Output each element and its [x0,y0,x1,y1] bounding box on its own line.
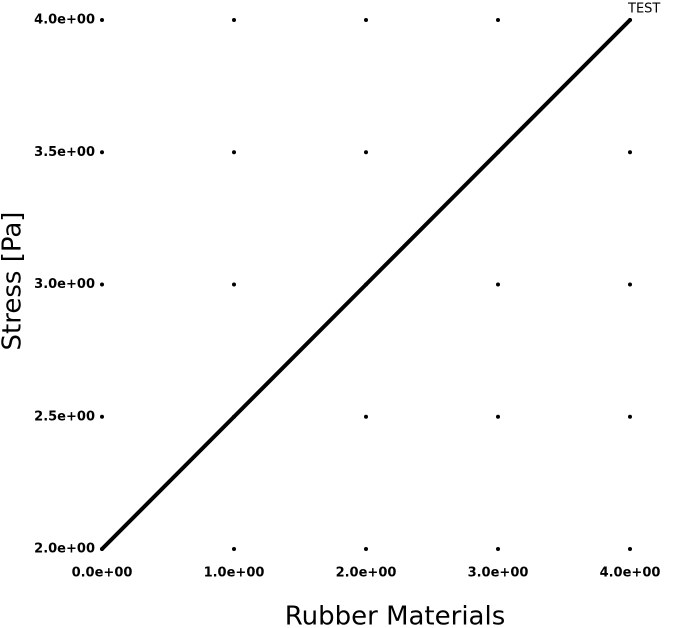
grid-dot [628,547,632,551]
grid-dot [100,18,104,22]
grid-dot [364,414,368,419]
y-axis-label: Stress [Pa] [0,212,28,351]
grid-dot [628,282,632,287]
grid-dot [364,547,368,551]
grid-dot [100,282,104,287]
grid-dot [496,282,500,287]
line [100,18,632,551]
grid-dot [100,414,104,419]
y-tick-label: 2.0e+00 [34,542,95,557]
grid-dot [232,282,236,287]
grid-dot [100,150,104,155]
grid-dot [364,150,368,155]
grid-dot [232,150,236,155]
grid-dot [364,18,368,22]
grid-dot [496,18,500,22]
grid-dot [628,414,632,419]
y-tick-label: 3.5e+00 [34,145,95,160]
x-tick-label: 4.0e+00 [600,566,661,581]
x-axis-label: Rubber Materials [285,602,506,628]
y-tick-label: 3.0e+00 [34,277,95,292]
grid-dot [496,414,500,419]
series-label: TEST [627,2,660,17]
y-tick-label: 2.5e+00 [34,409,95,424]
grid-dot [232,18,236,22]
x-tick-label: 3.0e+00 [468,566,529,581]
grid-dot [496,547,500,551]
grid-dot [232,547,236,551]
grid-dot [628,150,632,155]
x-tick-label: 1.0e+00 [204,566,265,581]
x-tick-label: 0.0e+00 [72,566,133,581]
y-tick-label: 4.0e+00 [34,13,95,28]
x-tick-label: 2.0e+00 [336,566,397,581]
